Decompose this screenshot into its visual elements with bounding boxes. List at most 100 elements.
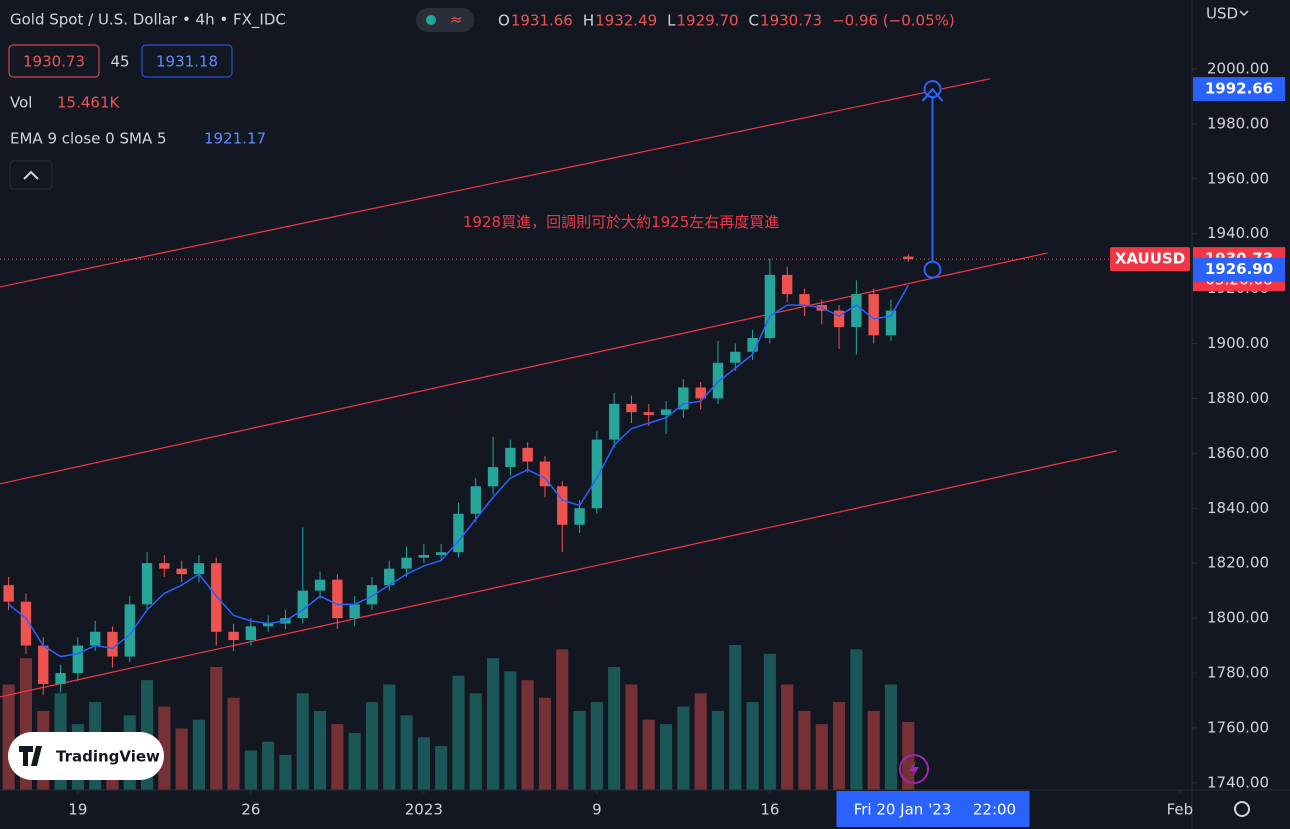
collapse-icon <box>23 170 39 180</box>
candle-body <box>660 409 672 415</box>
candle-body <box>418 554 430 558</box>
volume-bar <box>729 645 742 790</box>
candle-body <box>141 563 153 605</box>
y-tick-label: 1900.00 <box>1207 334 1269 352</box>
candle-body <box>574 508 585 525</box>
volume-bar <box>452 675 465 790</box>
candle-body <box>833 310 845 328</box>
volume-bar <box>798 710 811 790</box>
volume-bar <box>608 666 621 790</box>
volume-bar <box>850 649 863 790</box>
trend-line <box>0 252 1048 485</box>
y-tick-label: 1980.00 <box>1207 114 1269 132</box>
candle-body <box>332 579 343 619</box>
y-tick-label: 1960.00 <box>1207 169 1269 187</box>
candle-body <box>557 486 568 525</box>
volume-bar <box>781 684 794 790</box>
candle-body <box>435 552 447 555</box>
x-tick-label: 26 <box>241 801 260 819</box>
trend-line <box>0 450 1118 698</box>
volume-bar <box>192 719 206 790</box>
y-tick-label: 1840.00 <box>1207 499 1269 517</box>
candle-body <box>401 557 412 569</box>
volume-bar <box>227 697 240 790</box>
spread: 45 <box>110 53 129 71</box>
currency-caret <box>1239 10 1249 17</box>
ohlc-key: H <box>583 12 594 30</box>
volume-value: 15.461K <box>57 94 120 112</box>
alert-icon[interactable] <box>899 754 929 784</box>
candle-body <box>851 294 862 328</box>
ohlc-value: 1930.73 <box>760 12 822 30</box>
bid-box <box>8 44 100 78</box>
ohlc-key: O <box>498 12 510 30</box>
bid: 1930.73 <box>23 53 85 71</box>
y-tick-label: 1800.00 <box>1207 609 1269 627</box>
status-dot <box>426 15 436 25</box>
candle-body <box>159 563 170 569</box>
candle-body <box>20 601 32 646</box>
volume-bar <box>746 702 759 790</box>
candle-body <box>297 590 308 619</box>
candle-body <box>55 673 66 685</box>
candle-body <box>349 604 360 619</box>
volume-bar <box>625 684 638 790</box>
candle-body <box>608 403 620 440</box>
candle-body <box>781 274 793 295</box>
settings-icon[interactable] <box>1234 801 1250 817</box>
candle-body <box>903 256 914 260</box>
y-tick-label: 1860.00 <box>1207 444 1269 462</box>
volume-bar <box>435 746 448 790</box>
volume-bar <box>348 732 361 790</box>
logo-badge <box>8 732 164 780</box>
crosshair-date: Fri 20 Jan '23 <box>854 801 952 819</box>
ohlc-key: L <box>667 12 676 30</box>
price-tag <box>1193 77 1285 102</box>
volume-bar <box>556 649 569 790</box>
collapse-button[interactable] <box>9 160 53 190</box>
candle-body <box>453 513 464 553</box>
x-tick-label: 2023 <box>405 801 443 819</box>
volume-bar <box>867 710 880 790</box>
measure-handle <box>923 260 942 279</box>
y-tick-label: 1760.00 <box>1207 718 1269 736</box>
candle-body <box>384 568 395 586</box>
price-tag <box>1193 257 1285 282</box>
candle-body <box>626 403 637 413</box>
ohlc-value: 1932.49 <box>595 12 657 30</box>
candle-body <box>72 645 84 674</box>
trend-line <box>0 78 991 288</box>
candle-body <box>591 439 603 509</box>
volume-bar <box>763 653 776 790</box>
volume-bar <box>884 684 898 790</box>
ema-value: 1921.17 <box>204 130 266 148</box>
candle-body <box>38 645 49 685</box>
change: −0.96 (−0.05%) <box>832 12 955 30</box>
ema-legend: EMA 9 close 0 SMA 5 <box>10 130 167 148</box>
volume-bar <box>504 671 517 790</box>
candle-body <box>89 631 101 646</box>
candle-body <box>868 294 879 336</box>
candle-body <box>193 563 205 575</box>
candle-body <box>245 626 257 641</box>
candle-body <box>107 631 118 657</box>
logo-text: TradingView <box>56 748 160 766</box>
ema-line <box>8 285 909 658</box>
status-icon: ≈ <box>450 11 463 29</box>
y-tick-label: 1880.00 <box>1207 389 1269 407</box>
alert-bolt <box>909 760 919 778</box>
y-tick-label: 1820.00 <box>1207 554 1269 572</box>
price-tag-label: 1992.66 <box>1205 80 1273 98</box>
currency[interactable]: USD <box>1206 5 1238 23</box>
candle-body <box>799 294 810 306</box>
volume-bar <box>694 693 707 790</box>
volume-bar <box>469 693 482 790</box>
volume-bar <box>660 724 673 790</box>
logo-mark <box>19 746 42 766</box>
candle-body <box>366 585 378 605</box>
candle-body <box>539 461 551 487</box>
candle-body <box>747 338 758 352</box>
volume-bar <box>244 750 257 790</box>
volume-bar <box>158 706 171 790</box>
